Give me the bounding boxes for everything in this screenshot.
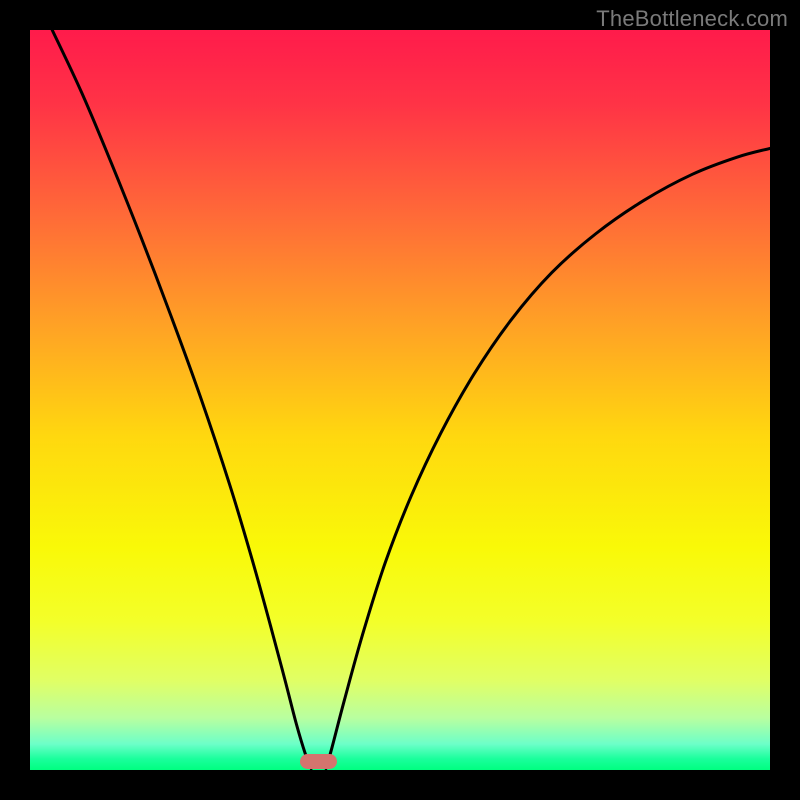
curve-left-branch (52, 30, 311, 769)
plot-area (30, 30, 770, 770)
minimum-marker (300, 754, 337, 769)
watermark-text: TheBottleneck.com (596, 6, 788, 32)
curve-right-branch (326, 148, 770, 768)
figure-container: TheBottleneck.com (0, 0, 800, 800)
bottleneck-curve (30, 30, 770, 770)
